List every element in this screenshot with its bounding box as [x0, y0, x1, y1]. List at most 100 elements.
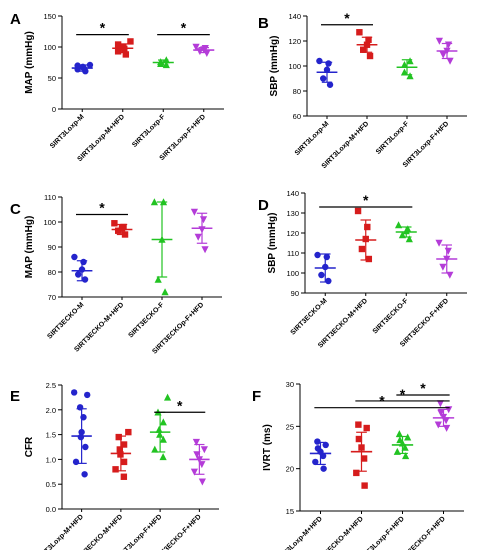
data-point	[81, 471, 88, 478]
y-axis-label: SBP (mmHg)	[267, 213, 278, 274]
y-tick-label: 130	[286, 209, 299, 218]
x-category-label: SIRT3Loxp-F	[131, 113, 167, 149]
data-point	[364, 223, 371, 231]
data-point	[159, 453, 167, 461]
y-tick-label: 100	[43, 218, 56, 227]
data-point	[78, 266, 86, 273]
data-point	[398, 231, 407, 239]
data-point	[404, 433, 412, 441]
data-point	[114, 48, 122, 55]
data-point	[402, 452, 410, 460]
panel-letter: F	[252, 388, 261, 405]
y-tick-label: 0	[52, 105, 56, 114]
data-point	[401, 443, 409, 451]
data-point	[192, 438, 200, 446]
x-category-label: SIRT3Loxp-M+HFD	[35, 513, 85, 550]
x-category-label: SIRT3Loxp-M	[49, 113, 86, 150]
data-point	[162, 56, 170, 64]
y-tick-label: 80	[48, 268, 56, 277]
significance-star: *	[181, 20, 187, 36]
panel-letter: B	[258, 15, 269, 32]
y-tick-label: 100	[286, 269, 299, 278]
data-point	[201, 246, 209, 254]
data-point	[198, 478, 206, 486]
data-point	[163, 393, 172, 401]
y-tick-label: 20	[286, 465, 294, 474]
data-point	[394, 221, 403, 229]
y-tick-label: 90	[291, 289, 299, 298]
panel-letter: A	[10, 11, 21, 28]
data-point	[198, 461, 206, 469]
data-point	[199, 216, 208, 224]
data-point	[360, 46, 367, 53]
data-point	[112, 466, 119, 473]
data-point	[81, 276, 89, 283]
data-point	[353, 469, 360, 477]
y-tick-label: 2.0	[46, 406, 56, 415]
data-point	[363, 424, 370, 432]
panel-d: D 90 100 110 120 130 140 SBP (mmHg) SIRT3ECKO-M S…	[258, 189, 467, 350]
data-point	[75, 271, 82, 278]
y-tick-label: 100	[43, 43, 56, 52]
data-point	[155, 425, 163, 433]
data-point	[76, 404, 84, 411]
data-point	[121, 231, 129, 238]
data-point	[159, 435, 167, 443]
y-tick-label: 140	[288, 12, 301, 21]
data-point	[80, 258, 87, 266]
data-point	[82, 443, 89, 451]
data-point	[312, 458, 319, 466]
data-point	[157, 58, 165, 66]
x-category-label: SIRT3Loxp-M+HFD	[77, 113, 127, 163]
data-point	[355, 435, 363, 443]
data-point	[192, 43, 200, 51]
data-point	[444, 41, 453, 49]
data-point	[115, 227, 122, 234]
data-point	[358, 245, 366, 253]
data-point	[80, 414, 87, 421]
data-point	[161, 288, 169, 296]
data-point	[314, 445, 322, 452]
significance-star: *	[100, 20, 106, 36]
significance-star: *	[400, 386, 406, 402]
data-point	[156, 430, 164, 438]
data-point	[314, 438, 321, 445]
data-point	[360, 455, 368, 462]
data-point	[195, 456, 203, 464]
y-tick-label: 0.5	[46, 480, 56, 489]
data-point	[362, 235, 369, 243]
data-point	[325, 277, 332, 285]
y-tick-label: 30	[286, 380, 294, 389]
data-point	[117, 451, 124, 458]
significance-star: *	[99, 200, 105, 216]
data-point	[115, 433, 122, 441]
data-point	[120, 458, 128, 466]
y-tick-label: 100	[288, 62, 301, 71]
significance-star: *	[177, 397, 183, 413]
data-point	[393, 447, 401, 455]
data-point	[325, 60, 332, 67]
data-point	[400, 68, 409, 76]
data-point	[71, 253, 78, 261]
y-tick-label: 110	[287, 249, 299, 258]
data-point	[116, 446, 124, 453]
data-point	[434, 421, 442, 429]
data-point	[395, 430, 403, 438]
data-point	[203, 50, 211, 57]
data-point	[120, 473, 128, 480]
y-axis-label: SBP (mmHg)	[269, 36, 280, 97]
data-point	[404, 225, 412, 233]
data-point	[159, 198, 168, 206]
data-point	[356, 29, 363, 36]
data-point	[358, 444, 365, 451]
y-axis-label: CFR	[24, 436, 35, 457]
data-point	[443, 424, 451, 432]
x-category-label: SIRT3Loxp-F	[375, 120, 411, 156]
data-point	[78, 428, 85, 436]
data-point	[77, 433, 85, 441]
data-point	[159, 418, 167, 426]
data-point	[435, 37, 443, 45]
y-tick-label: 60	[293, 112, 301, 121]
data-point	[435, 239, 443, 247]
